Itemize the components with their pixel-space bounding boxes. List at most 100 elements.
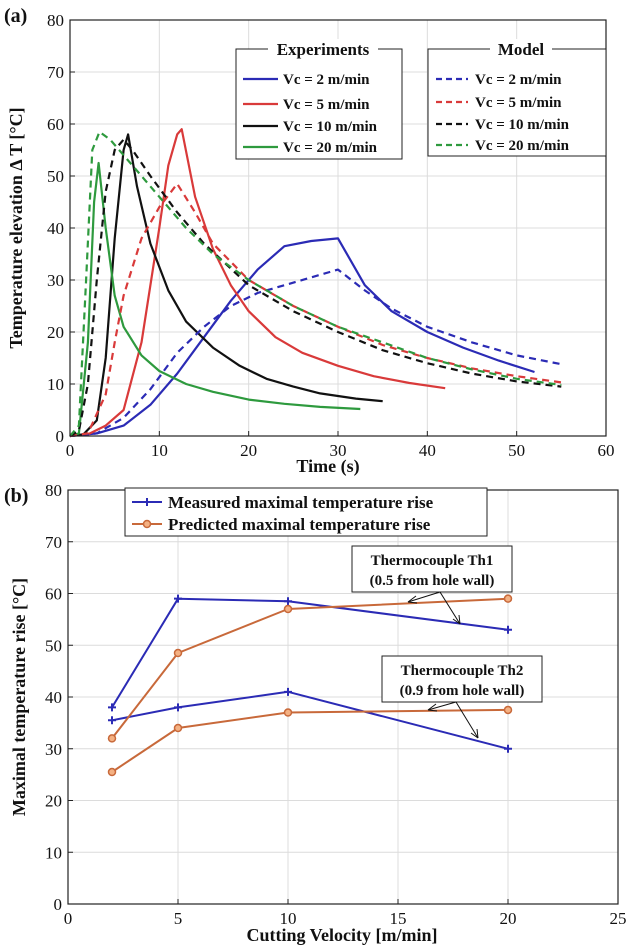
panel-b-ytick-label: 50 — [45, 636, 62, 655]
data-point-predicted — [173, 723, 183, 733]
annotation-th1-arrow-left — [407, 591, 441, 603]
panel-b-xtick-label: 15 — [390, 909, 407, 928]
panel-b-xtick-label: 5 — [174, 909, 183, 928]
legend-model-label-2: Vc = 2 m/min — [475, 72, 562, 88]
legend-experiments-title: Experiments — [277, 40, 370, 59]
panel-b-xtick-label: 10 — [280, 909, 297, 928]
data-point-measured — [284, 687, 292, 696]
series-line-experiments-0 — [69, 237, 535, 438]
panel-b-ytick-label: 30 — [45, 740, 62, 759]
panel-a-xtick-label: 0 — [66, 441, 75, 460]
series-line-th2-3 — [111, 708, 509, 773]
legend-b-predicted-label: Predicted maximal temperature rise — [168, 515, 431, 534]
annotation-th1-line1: Thermocouple Th1 — [371, 553, 494, 569]
legend-exp-label-5: Vc = 5 m/min — [283, 97, 370, 113]
panel-b-xlabel: Cutting Velocity [m/min] — [247, 925, 438, 945]
panel-a-xtick-label: 60 — [598, 441, 615, 460]
series-line-experiments-1 — [69, 128, 446, 438]
series-line-model-4 — [69, 268, 562, 438]
data-point-predicted — [503, 705, 513, 715]
panel-a-xtick-label: 10 — [151, 441, 168, 460]
series-line-th2-1 — [111, 690, 509, 750]
annotation-th2-arrowhead-right — [470, 728, 479, 739]
legend-model-label-5: Vc = 5 m/min — [475, 95, 562, 111]
annotation-th2-box — [381, 655, 543, 703]
panel-a-series — [69, 128, 562, 438]
panel-b-ytick-label: 20 — [45, 792, 62, 811]
panel-b-xtick-label: 25 — [610, 909, 626, 928]
panel-a-ytick-label: 70 — [47, 63, 64, 82]
series-line-th1-0 — [111, 597, 509, 708]
series-line-experiments-3 — [69, 161, 361, 438]
series-line-th1-2 — [111, 597, 509, 740]
panel-b-ytick-label: 0 — [54, 895, 63, 914]
annotation-th2-line1: Thermocouple Th2 — [401, 663, 524, 679]
data-point-predicted — [107, 734, 117, 743]
panel-a-ytick-label: 80 — [47, 11, 64, 30]
annotation-th2: Thermocouple Th2 (0.9 from hole wall) — [381, 655, 543, 739]
legend-b-predicted-marker — [142, 519, 152, 529]
series-line-model-5 — [69, 182, 562, 438]
legend-b-box — [124, 487, 488, 537]
annotation-th1-arrow-right — [439, 591, 461, 625]
data-point-predicted — [283, 604, 293, 614]
panel-b-ytick-label: 80 — [45, 481, 62, 500]
annotation-th1-arrowhead-right — [452, 614, 461, 625]
data-point-measured — [504, 744, 512, 753]
panel-a-ytick-label: 20 — [47, 323, 64, 342]
panel-b-ytick-label: 70 — [45, 533, 62, 552]
data-point-predicted — [503, 594, 513, 603]
panel-b-series — [107, 594, 513, 777]
panel-b-ytick-label: 60 — [45, 585, 62, 604]
panel-a-ticks: 0 10 20 30 40 50 60 0 10 20 30 40 50 60 70 80 — [47, 11, 615, 460]
panel-a-ytick-label: 0 — [56, 427, 65, 446]
panel-a-ylabel: Temperature elevation Δ T [°C] — [6, 107, 26, 348]
panel-b-label: (b) — [4, 485, 28, 507]
panel-a-ytick-label: 60 — [47, 115, 64, 134]
panel-b-ytick-label: 10 — [45, 843, 62, 862]
annotation-th2-arrow-right — [455, 701, 479, 739]
legend-model-title-bg — [490, 39, 552, 59]
legend-b-measured-label: Measured maximal temperature rise — [168, 493, 434, 512]
annotation-th2-line2: (0.9 from hole wall) — [400, 683, 525, 699]
annotation-th2-arrowhead-left — [427, 703, 438, 712]
data-point-measured — [108, 716, 116, 725]
legend-experiments-title-bg — [268, 39, 378, 59]
panel-a-xtick-label: 50 — [508, 441, 525, 460]
panel-a-ytick-label: 40 — [47, 219, 64, 238]
annotation-th1-line2: (0.5 from hole wall) — [370, 573, 495, 589]
panel-b-ticks: 0 5 10 15 20 25 0 10 20 30 40 50 60 70 80 — [45, 481, 626, 928]
panel-a-xtick-label: 30 — [330, 441, 347, 460]
panel-a-xtick-label: 40 — [419, 441, 436, 460]
panel-a-ytick-label: 30 — [47, 271, 64, 290]
annotation-th2-arrow-left — [427, 701, 457, 711]
data-point-measured — [284, 597, 292, 606]
data-point-predicted — [173, 648, 183, 658]
panel-b-xtick-label: 0 — [64, 909, 73, 928]
legend-experiments: Experiments Vc = 2 m/min Vc = 5 m/min Vc… — [235, 39, 403, 160]
legend-model-label-10: Vc = 10 m/min — [475, 117, 570, 133]
legend-model-label-20: Vc = 20 m/min — [475, 138, 570, 154]
legend-exp-label-20: Vc = 20 m/min — [283, 140, 378, 156]
data-point-predicted — [283, 708, 293, 717]
series-line-model-6 — [69, 138, 562, 437]
panel-b-ylabel: Maximal temperature rise [°C] — [9, 578, 29, 816]
panel-b: (b) 0 5 10 15 20 25 0 10 20 30 40 50 60 70 80 Cutting … — [4, 481, 626, 945]
annotation-th1: Thermocouple Th1 (0.5 from hole wall) — [351, 545, 513, 625]
legend-b: Measured maximal temperature rise Predic… — [124, 487, 488, 537]
data-point-measured — [174, 703, 182, 712]
panel-a-ytick-label: 50 — [47, 167, 64, 186]
panel-a-ytick-label: 10 — [47, 375, 64, 394]
data-point-measured — [108, 703, 116, 712]
legend-exp-label-10: Vc = 10 m/min — [283, 119, 378, 135]
data-point-measured — [504, 625, 512, 634]
panel-a-xlabel: Time (s) — [296, 456, 359, 477]
series-line-experiments-2 — [69, 133, 383, 438]
data-point-measured — [174, 594, 182, 603]
panel-b-xtick-label: 20 — [500, 909, 517, 928]
annotation-th1-arrowhead-left — [407, 595, 418, 604]
panel-a-xtick-label: 20 — [240, 441, 257, 460]
legend-b-measured-marker — [143, 498, 151, 506]
series-line-model-7 — [69, 130, 562, 437]
